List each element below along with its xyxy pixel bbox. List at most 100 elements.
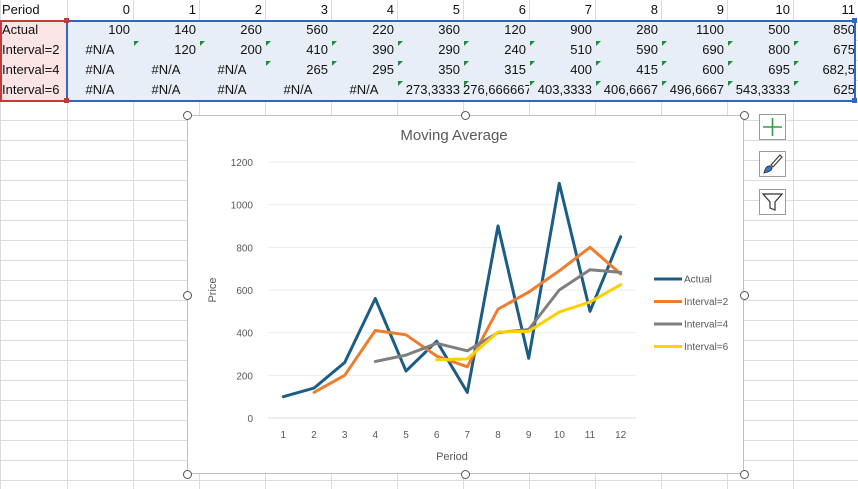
x-tick-label: 3 bbox=[342, 430, 348, 441]
error-indicator-icon bbox=[794, 41, 799, 46]
data-cell[interactable]: 295 bbox=[372, 62, 394, 77]
chart-title: Moving Average bbox=[400, 127, 507, 144]
legend-label: Actual bbox=[684, 275, 712, 286]
data-cell[interactable]: 406,6667 bbox=[603, 82, 658, 97]
chart-elements-button[interactable] bbox=[759, 114, 786, 140]
data-cell[interactable]: 675 bbox=[833, 42, 855, 57]
data-cell[interactable]: 560 bbox=[306, 22, 328, 37]
x-tick-label: 2 bbox=[311, 430, 317, 441]
data-cell[interactable]: 260 bbox=[240, 22, 262, 37]
data-cell[interactable]: 390 bbox=[372, 42, 394, 57]
period-header-cell[interactable]: 2 bbox=[254, 2, 262, 17]
data-cell[interactable]: 120 bbox=[504, 22, 526, 37]
data-cell[interactable]: 120 bbox=[174, 42, 196, 57]
data-cell[interactable]: #N/A bbox=[349, 82, 379, 97]
data-cell[interactable]: 220 bbox=[372, 22, 394, 37]
data-cell[interactable]: #N/A bbox=[217, 62, 247, 77]
chart-resize-handle-tr[interactable] bbox=[740, 111, 749, 120]
period-header-cell[interactable]: 10 bbox=[775, 2, 790, 17]
data-cell[interactable]: #N/A bbox=[217, 82, 247, 97]
period-header-cell[interactable]: 5 bbox=[452, 2, 460, 17]
chart-resize-handle-br[interactable] bbox=[740, 470, 749, 479]
period-header-cell[interactable]: 4 bbox=[386, 2, 394, 17]
chart-resize-handle-mr[interactable] bbox=[740, 291, 749, 300]
period-header-cell[interactable]: 7 bbox=[584, 2, 592, 17]
data-cell[interactable]: 265 bbox=[306, 62, 328, 77]
period-header-cell[interactable]: 0 bbox=[122, 2, 130, 17]
data-cell[interactable]: 360 bbox=[438, 22, 460, 37]
data-cell[interactable]: 496,6667 bbox=[669, 82, 724, 97]
data-range-selection[interactable] bbox=[66, 20, 856, 102]
data-cell[interactable]: 350 bbox=[438, 62, 460, 77]
x-tick-label: 7 bbox=[465, 430, 471, 441]
chart-filters-button[interactable] bbox=[759, 189, 786, 215]
data-cell[interactable]: 415 bbox=[636, 62, 658, 77]
x-tick-label: 11 bbox=[585, 430, 596, 441]
data-cell[interactable]: 695 bbox=[768, 62, 790, 77]
period-header-cell[interactable]: 8 bbox=[650, 2, 658, 17]
data-cell[interactable]: 100 bbox=[108, 22, 130, 37]
x-tick-label: 10 bbox=[554, 430, 566, 441]
data-cell[interactable]: 850 bbox=[833, 22, 855, 37]
error-indicator-icon bbox=[398, 41, 403, 46]
chart-resize-handle-tl[interactable] bbox=[183, 111, 192, 120]
series-line-interval-6 bbox=[435, 283, 623, 362]
data-cell[interactable]: 600 bbox=[702, 62, 724, 77]
data-cell[interactable]: #N/A bbox=[85, 62, 115, 77]
error-indicator-icon bbox=[530, 41, 535, 46]
data-range-highlight bbox=[67, 21, 856, 101]
data-cell[interactable]: 280 bbox=[636, 22, 658, 37]
period-header-cell[interactable]: 6 bbox=[518, 2, 526, 17]
selection-handle[interactable] bbox=[64, 18, 69, 23]
row-label-cell[interactable]: Actual bbox=[2, 22, 39, 37]
period-header-cell[interactable]: 9 bbox=[716, 2, 724, 17]
data-cell[interactable]: 510 bbox=[570, 42, 592, 57]
chart-resize-handle-ml[interactable] bbox=[183, 291, 192, 300]
error-indicator-icon bbox=[728, 41, 733, 46]
data-cell[interactable]: 543,3333 bbox=[735, 82, 790, 97]
data-cell[interactable]: #N/A bbox=[151, 62, 181, 77]
data-cell[interactable]: 690 bbox=[702, 42, 724, 57]
error-indicator-icon bbox=[728, 81, 733, 86]
data-cell[interactable]: 200 bbox=[240, 42, 262, 57]
data-cell[interactable]: #N/A bbox=[85, 42, 115, 57]
chart-resize-handle-tm[interactable] bbox=[461, 111, 470, 120]
x-tick-label: 9 bbox=[526, 430, 532, 441]
chart-resize-handle-bm[interactable] bbox=[461, 470, 470, 479]
selection-handle[interactable] bbox=[64, 98, 69, 103]
data-cell[interactable]: 276,666667 bbox=[463, 82, 529, 97]
data-cell[interactable]: 315 bbox=[504, 62, 526, 77]
period-header-cell[interactable]: 3 bbox=[320, 2, 328, 17]
row-labels-selection[interactable] bbox=[0, 20, 68, 102]
moving-average-chart[interactable]: Moving Average 0 200 400 600 800 1000 1200 1 2 3 4 5… bbox=[187, 115, 744, 474]
data-cell[interactable]: 500 bbox=[768, 22, 790, 37]
data-cell[interactable]: 625 bbox=[833, 82, 855, 97]
data-cell[interactable]: 400 bbox=[570, 62, 592, 77]
data-cell[interactable]: 1100 bbox=[696, 22, 724, 37]
period-header-cell[interactable]: 11 bbox=[841, 2, 856, 17]
header-label-cell[interactable]: Period bbox=[2, 2, 40, 17]
data-cell[interactable]: 240 bbox=[504, 42, 526, 57]
series-line-actual bbox=[281, 181, 623, 399]
selection-handle[interactable] bbox=[852, 98, 857, 103]
chart-styles-button[interactable] bbox=[759, 151, 786, 177]
row-label-cell[interactable]: Interval=6 bbox=[2, 82, 60, 97]
row-label-cell[interactable]: Interval=2 bbox=[2, 42, 60, 57]
period-header-cell[interactable]: 1 bbox=[188, 2, 196, 17]
data-cell[interactable]: 590 bbox=[636, 42, 658, 57]
data-cell[interactable]: 403,3333 bbox=[537, 82, 592, 97]
data-cell[interactable]: 682,5 bbox=[822, 62, 855, 77]
data-cell[interactable]: 290 bbox=[438, 42, 460, 57]
data-cell[interactable]: 800 bbox=[768, 42, 790, 57]
chart-resize-handle-bl[interactable] bbox=[183, 470, 192, 479]
data-cell[interactable]: 900 bbox=[570, 22, 592, 37]
data-cell[interactable]: #N/A bbox=[283, 82, 313, 97]
data-cell[interactable]: 273,3333 bbox=[405, 82, 460, 97]
data-cell[interactable]: #N/A bbox=[151, 82, 181, 97]
data-cell[interactable]: 410 bbox=[306, 42, 328, 57]
error-indicator-icon bbox=[266, 61, 271, 66]
row-label-cell[interactable]: Interval=4 bbox=[2, 62, 60, 77]
data-cell[interactable]: #N/A bbox=[85, 82, 115, 97]
data-cell[interactable]: 140 bbox=[174, 22, 196, 37]
selection-handle[interactable] bbox=[852, 18, 857, 23]
